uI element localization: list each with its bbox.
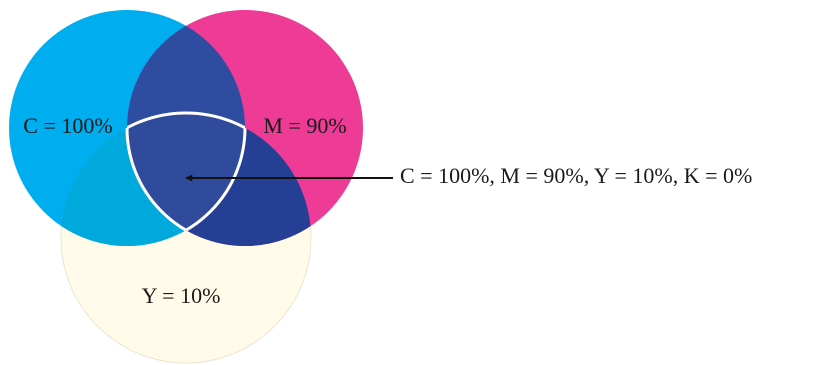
center-region-outline	[125, 111, 247, 246]
callout-text: C = 100%, M = 90%, Y = 10%, K = 0%	[400, 163, 752, 188]
magenta-label: M = 90%	[263, 113, 346, 138]
yellow-label: Y = 10%	[142, 283, 221, 308]
cyan-label: C = 100%	[23, 113, 112, 138]
